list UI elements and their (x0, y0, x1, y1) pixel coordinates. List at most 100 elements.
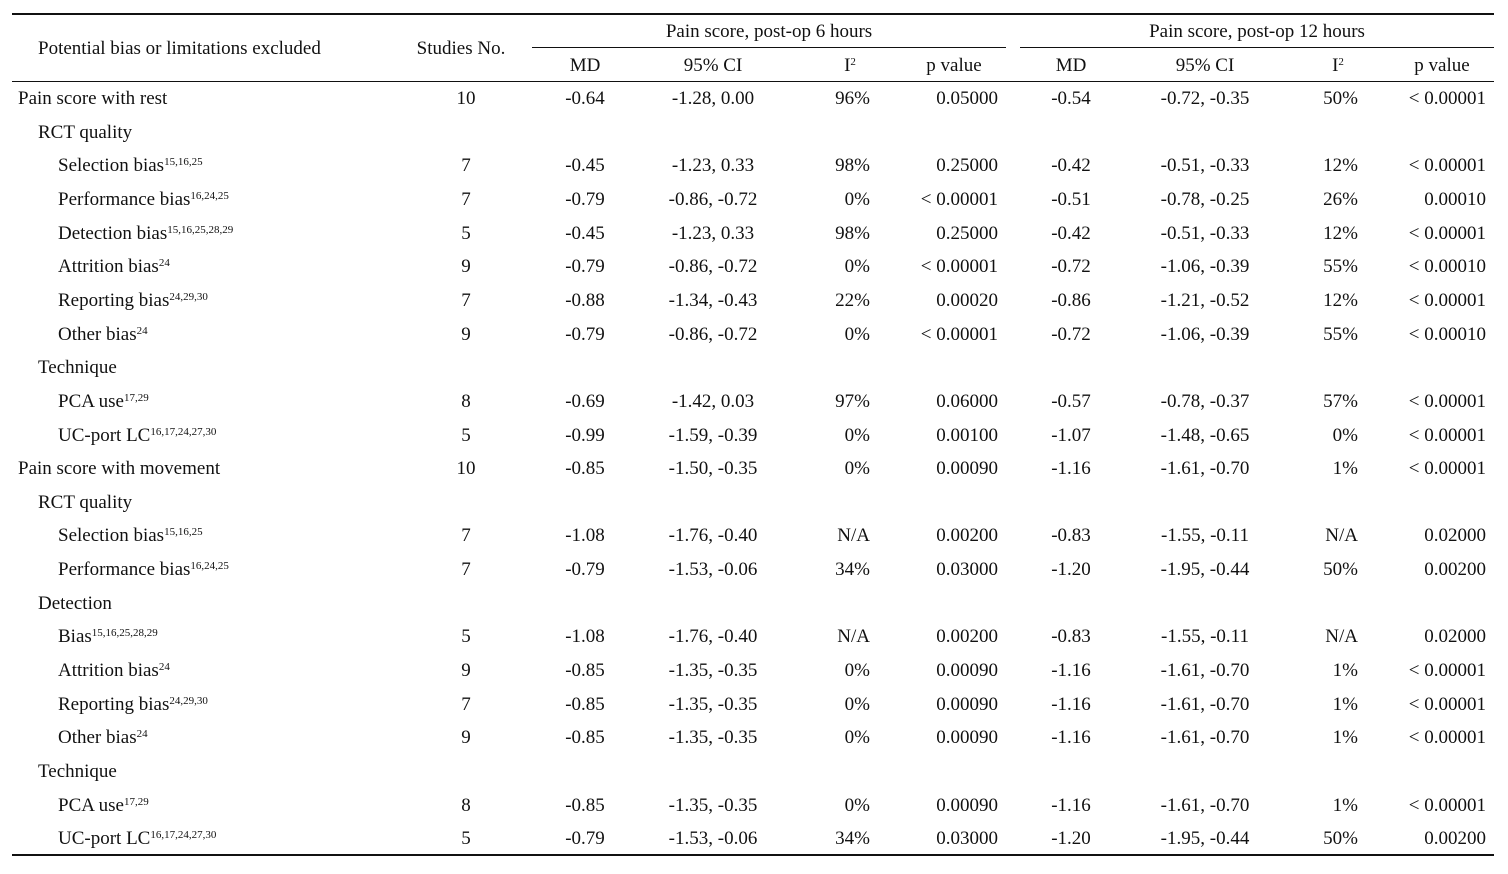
header-md-12h: MD (1055, 55, 1087, 76)
header-ci-12h: 95% CI (1175, 55, 1235, 76)
cell-i2-12h: 0% (1332, 425, 1358, 446)
reference-superscript: 24 (136, 325, 148, 337)
cell-i2-6h: 0% (844, 458, 870, 479)
row-label: Selection bias15,16,25 (58, 525, 203, 546)
cell-md-12h: -1.16 (1051, 727, 1091, 748)
header-md-6h: MD (569, 55, 601, 76)
cell-i2-6h: 97% (835, 391, 870, 412)
cell-md-6h: -1.08 (565, 626, 605, 647)
cell-i2-12h: 26% (1323, 189, 1358, 210)
cell-p-6h: 0.00090 (936, 694, 998, 715)
cell-ci-6h: -1.53, -0.06 (668, 559, 758, 580)
cell-md-6h: -0.79 (565, 189, 605, 210)
cell-ci-12h: -1.61, -0.70 (1160, 458, 1250, 479)
row-label: RCT quality (38, 492, 133, 513)
cell-p-6h: 0.00090 (936, 660, 998, 681)
cell-p-6h: 0.00200 (936, 525, 998, 546)
reference-superscript: 24,29,30 (169, 695, 208, 707)
cell-ci-6h: -1.28, 0.00 (671, 88, 755, 109)
cell-i2-12h: N/A (1325, 525, 1358, 546)
reference-superscript: 16,17,24,27,30 (150, 829, 217, 841)
row-label: Other bias24 (58, 324, 148, 345)
cell-md-6h: -0.85 (565, 795, 605, 816)
cell-ci-12h: -1.61, -0.70 (1160, 694, 1250, 715)
cell-ci-6h: -1.76, -0.40 (668, 626, 758, 647)
cell-p-6h: 0.03000 (936, 559, 998, 580)
cell-md-6h: -0.85 (565, 694, 605, 715)
cell-md-6h: -1.08 (565, 525, 605, 546)
reference-superscript: 15,16,25,28,29 (91, 627, 158, 639)
cell-i2-12h: 55% (1323, 324, 1358, 345)
cell-i2-6h: N/A (837, 525, 870, 546)
cell-p-6h: 0.25000 (936, 223, 998, 244)
row-label: Pain score with rest (18, 88, 168, 109)
row-label: Technique (38, 357, 117, 378)
table-header-rule (12, 81, 1494, 82)
group6-rule (532, 47, 1006, 48)
cell-i2-6h: 22% (835, 290, 870, 311)
cell-p-12h: < 0.00001 (1408, 290, 1486, 311)
cell-studies: 8 (461, 795, 471, 816)
cell-i2-12h: 1% (1332, 694, 1358, 715)
cell-md-12h: -1.16 (1051, 458, 1091, 479)
cell-md-12h: -0.54 (1051, 88, 1091, 109)
cell-studies: 7 (461, 525, 471, 546)
cell-p-12h: < 0.00001 (1408, 458, 1486, 479)
cell-ci-6h: -1.76, -0.40 (668, 525, 758, 546)
reference-superscript: 15,16,25 (164, 156, 203, 168)
cell-studies: 5 (461, 626, 471, 647)
cell-studies: 5 (461, 828, 471, 849)
cell-p-12h: < 0.00001 (1408, 425, 1486, 446)
cell-ci-12h: -0.78, -0.37 (1160, 391, 1250, 412)
reference-superscript: 16,17,24,27,30 (150, 426, 217, 438)
reference-superscript: 16,24,25 (190, 190, 229, 202)
cell-studies: 10 (456, 458, 476, 479)
cell-md-12h: -1.20 (1051, 828, 1091, 849)
cell-ci-12h: -0.72, -0.35 (1160, 88, 1250, 109)
row-label: Pain score with movement (18, 458, 221, 479)
cell-p-6h: 0.05000 (936, 88, 998, 109)
cell-studies: 7 (461, 694, 471, 715)
cell-md-6h: -0.85 (565, 727, 605, 748)
cell-i2-6h: N/A (837, 626, 870, 647)
cell-p-6h: 0.06000 (936, 391, 998, 412)
cell-p-12h: < 0.00001 (1408, 727, 1486, 748)
cell-ci-12h: -1.95, -0.44 (1160, 559, 1250, 580)
cell-md-12h: -0.57 (1051, 391, 1091, 412)
cell-ci-12h: -1.61, -0.70 (1160, 795, 1250, 816)
cell-p-12h: 0.00010 (1424, 189, 1486, 210)
cell-ci-6h: -1.23, 0.33 (671, 223, 755, 244)
cell-md-6h: -0.88 (565, 290, 605, 311)
reference-superscript: 15,16,25 (164, 526, 203, 538)
cell-md-6h: -0.45 (565, 155, 605, 176)
cell-p-6h: 0.03000 (936, 828, 998, 849)
table-bottom-rule (12, 854, 1494, 856)
cell-i2-6h: 0% (844, 324, 870, 345)
cell-p-12h: < 0.00001 (1408, 660, 1486, 681)
reference-superscript: 17,29 (124, 392, 149, 404)
cell-studies: 9 (461, 324, 471, 345)
cell-md-12h: -1.20 (1051, 559, 1091, 580)
cell-md-12h: -0.72 (1051, 256, 1091, 277)
cell-i2-12h: 1% (1332, 660, 1358, 681)
reference-superscript: 16,24,25 (190, 560, 229, 572)
cell-i2-6h: 0% (844, 660, 870, 681)
cell-ci-12h: -1.06, -0.39 (1160, 256, 1250, 277)
cell-p-12h: < 0.00001 (1408, 88, 1486, 109)
cell-ci-6h: -1.35, -0.35 (668, 795, 758, 816)
cell-ci-6h: -1.35, -0.35 (668, 694, 758, 715)
cell-i2-12h: 12% (1323, 155, 1358, 176)
cell-md-12h: -0.51 (1051, 189, 1091, 210)
cell-p-12h: < 0.00001 (1408, 223, 1486, 244)
row-label: Reporting bias24,29,30 (58, 694, 208, 715)
cell-ci-12h: -1.55, -0.11 (1161, 626, 1249, 647)
cell-md-6h: -0.85 (565, 458, 605, 479)
cell-i2-12h: 50% (1323, 828, 1358, 849)
cell-ci-6h: -1.50, -0.35 (668, 458, 758, 479)
row-label: Performance bias16,24,25 (58, 189, 229, 210)
cell-ci-6h: -0.86, -0.72 (668, 189, 758, 210)
header-studies: Studies No. (416, 38, 506, 59)
header-bias: Potential bias or limitations excluded (38, 38, 321, 59)
cell-md-12h: -0.86 (1051, 290, 1091, 311)
cell-i2-6h: 0% (844, 795, 870, 816)
